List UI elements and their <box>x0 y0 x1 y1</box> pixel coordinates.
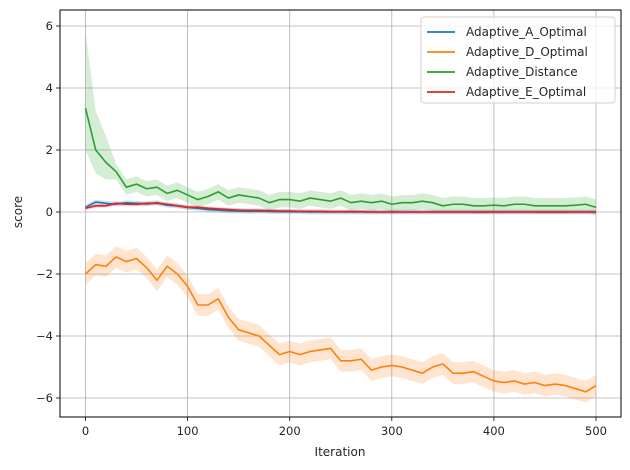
legend: Adaptive_A_Optimal Adaptive_D_Optimal Adap… <box>420 16 616 104</box>
y-tick-label: 0 <box>46 205 53 219</box>
y-tick-label: 4 <box>46 81 53 95</box>
x-axis-label: Iteration <box>315 445 366 459</box>
y-axis-label: score <box>11 196 25 228</box>
band-adaptive-a-optimal <box>85 199 596 215</box>
y-tick-label: −4 <box>36 329 53 343</box>
line-adaptive-distance <box>84 107 597 209</box>
x-tick-label: 200 <box>279 424 301 438</box>
legend-label: Adaptive_D_Optimal <box>466 45 588 59</box>
y-tick-label: −2 <box>36 267 53 281</box>
legend-label: Adaptive_A_Optimal <box>466 25 587 39</box>
x-tick-label: 500 <box>585 424 607 438</box>
legend-label: Adaptive_Distance <box>466 65 578 79</box>
x-tick-label: 100 <box>177 424 199 438</box>
y-tick-label: 6 <box>46 19 53 33</box>
confidence-bands <box>85 32 596 403</box>
legend-label: Adaptive_E_Optimal <box>466 85 586 99</box>
y-axis-ticks: −6 −4 −2 0 2 4 6 <box>36 19 60 405</box>
x-tick-label: 0 <box>82 424 89 438</box>
plot-frame <box>59 9 622 418</box>
x-tick-label: 400 <box>483 424 505 438</box>
y-tick-label: −6 <box>36 391 53 405</box>
x-axis-ticks: 0 100 200 300 400 500 <box>82 417 607 438</box>
line-adaptive-e-optimal <box>85 202 596 213</box>
series-lines <box>84 107 597 393</box>
y-tick-label: 2 <box>46 143 53 157</box>
x-tick-label: 300 <box>381 424 403 438</box>
legend-box <box>420 16 616 104</box>
line-adaptive-d-optimal <box>84 256 597 393</box>
band-adaptive-d-optimal <box>85 246 596 403</box>
band-adaptive-e-optimal <box>85 201 596 214</box>
